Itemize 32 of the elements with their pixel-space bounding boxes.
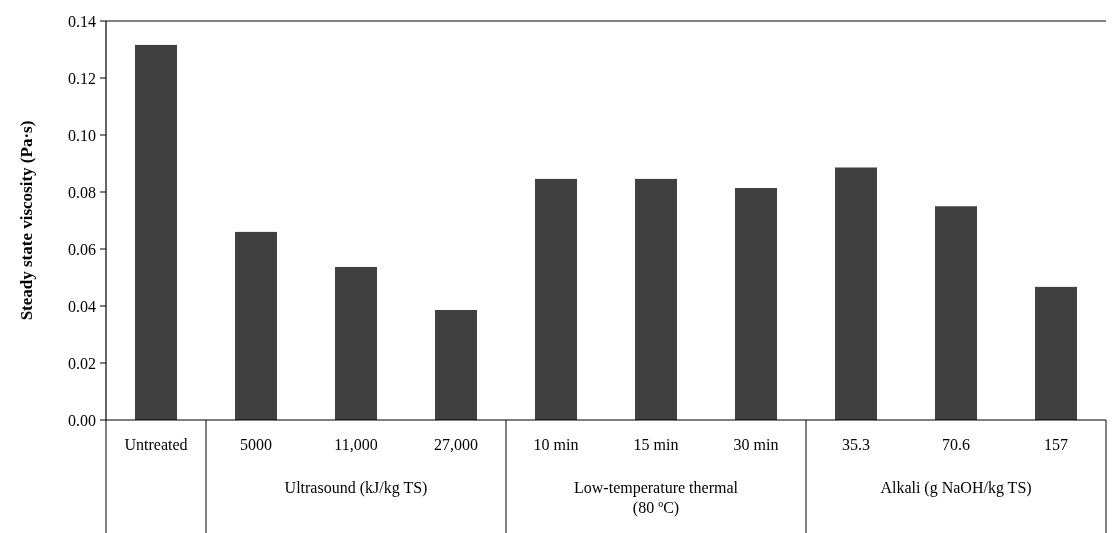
y-tick-label: 0.06 xyxy=(68,240,96,258)
y-tick-label: 0.14 xyxy=(68,12,96,30)
bar xyxy=(235,231,277,420)
text: Ultrasound (kJ/kg TS) xyxy=(284,479,428,497)
bar xyxy=(435,309,477,420)
x-tick-label: 11,000 xyxy=(334,436,378,453)
x-tick-label: 5000 xyxy=(240,436,272,453)
y-tick-label: 0.04 xyxy=(68,297,96,315)
x-tick-label: 157 xyxy=(1044,436,1068,453)
text: Low-temperature thermal (80 ºC) xyxy=(574,479,739,517)
x-tick-label: 27,000 xyxy=(434,436,478,453)
y-tick-label: 0.10 xyxy=(68,126,96,144)
y-tick-label: 0.02 xyxy=(68,354,96,372)
bar xyxy=(135,44,177,420)
x-tick-label: 35.3 xyxy=(842,436,870,453)
bar xyxy=(935,206,977,420)
y-tick-label: 0.12 xyxy=(68,69,96,87)
x-tick-label: 70.6 xyxy=(942,436,970,453)
bar xyxy=(535,178,577,420)
bar xyxy=(635,178,677,420)
x-tick-label: 30 min xyxy=(733,436,779,453)
text: Alkali (g NaOH/kg TS) xyxy=(880,479,1032,497)
y-tick-label: 0.00 xyxy=(68,411,96,429)
y-axis-title: Steady state viscosity (Pa·s) xyxy=(17,120,36,321)
x-tick-label: 15 min xyxy=(633,436,679,453)
y-tick-label: 0.08 xyxy=(68,183,96,201)
bar xyxy=(1035,286,1077,420)
bar xyxy=(335,266,377,420)
bar xyxy=(735,188,777,420)
x-tick-label: Untreated xyxy=(124,436,188,453)
x-tick-label: 10 min xyxy=(533,436,579,453)
bar xyxy=(835,167,877,420)
